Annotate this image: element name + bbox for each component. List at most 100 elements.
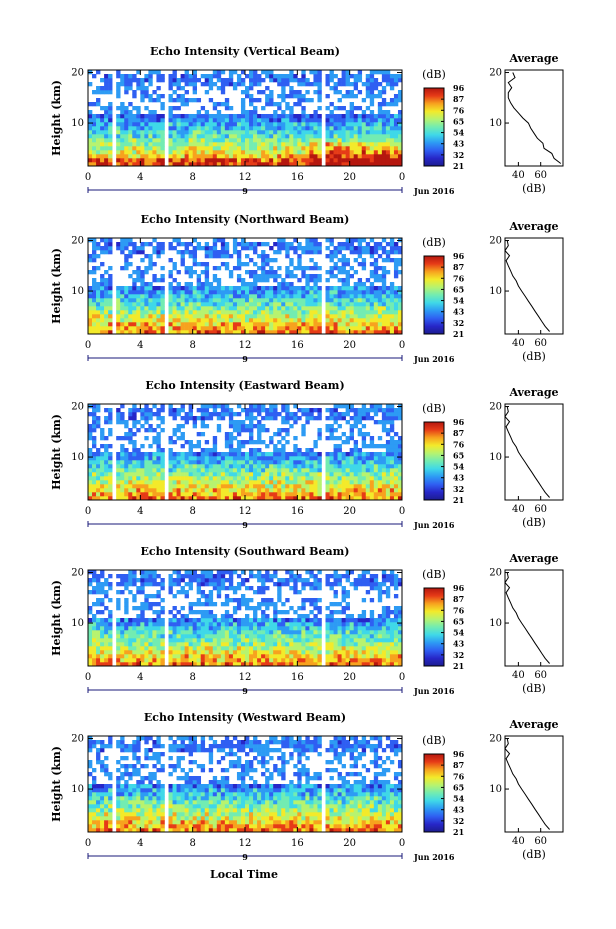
heatmap-cell bbox=[228, 146, 234, 151]
heatmap-cell bbox=[305, 416, 310, 421]
heatmap-cell bbox=[212, 476, 218, 481]
heatmap-cell bbox=[224, 630, 230, 635]
heatmap-cell bbox=[184, 310, 189, 315]
heatmap-cell bbox=[184, 574, 189, 579]
heatmap-cell bbox=[301, 468, 306, 473]
heatmap-cell bbox=[385, 158, 391, 163]
heatmap-cell bbox=[389, 330, 395, 335]
heatmap-cell bbox=[224, 610, 230, 615]
heatmap-cell bbox=[220, 114, 226, 119]
heatmap-cell bbox=[369, 468, 375, 473]
heatmap-cell bbox=[313, 114, 318, 119]
heatmap-cell bbox=[381, 162, 387, 167]
heatmap-cell bbox=[192, 258, 197, 263]
heatmap-cell bbox=[104, 468, 109, 473]
heatmap-cell bbox=[397, 456, 403, 461]
heatmap-cell bbox=[333, 460, 338, 465]
heatmap-cell bbox=[232, 238, 238, 243]
heatmap-cell bbox=[257, 134, 262, 139]
heatmap-cell bbox=[132, 318, 137, 323]
heatmap-cell bbox=[273, 114, 278, 119]
heatmap-cell bbox=[301, 452, 306, 457]
heatmap-cell bbox=[309, 286, 314, 291]
x-tick-label: 12 bbox=[239, 506, 252, 517]
heatmap-cell bbox=[140, 306, 145, 311]
heatmap-cell bbox=[168, 460, 173, 465]
heatmap-cell bbox=[265, 74, 270, 79]
heatmap-cell bbox=[385, 484, 391, 489]
heatmap-cell bbox=[253, 322, 258, 327]
heatmap-cell bbox=[96, 102, 101, 107]
heatmap-cell bbox=[136, 310, 141, 315]
heatmap-cell bbox=[176, 106, 181, 111]
heatmap-cell bbox=[397, 318, 403, 323]
heatmap-cell bbox=[277, 146, 282, 151]
heatmap-cell bbox=[168, 468, 173, 473]
heatmap-cell bbox=[88, 138, 93, 143]
heatmap-cell bbox=[156, 448, 161, 453]
heatmap-cell bbox=[341, 318, 346, 323]
heatmap-cell bbox=[188, 286, 193, 291]
heatmap-cell bbox=[108, 290, 113, 295]
heatmap-cell bbox=[240, 476, 246, 481]
heatmap-cell bbox=[240, 428, 246, 433]
heatmap-cell bbox=[156, 70, 161, 75]
heatmap-cell bbox=[369, 302, 375, 307]
heatmap-cell bbox=[144, 420, 149, 425]
heatmap-cell bbox=[180, 314, 185, 319]
heatmap-cell bbox=[96, 134, 101, 139]
heatmap-cell bbox=[365, 492, 371, 497]
heatmap-cell bbox=[257, 488, 262, 493]
heatmap-cell bbox=[104, 238, 109, 243]
heatmap-cell bbox=[156, 302, 161, 307]
heatmap-cell bbox=[180, 642, 185, 647]
heatmap-cell bbox=[341, 138, 346, 143]
heatmap-cell bbox=[172, 246, 177, 251]
heatmap-cell bbox=[172, 278, 177, 283]
heatmap-cell bbox=[257, 460, 262, 465]
heatmap-cell bbox=[373, 492, 379, 497]
heatmap-cell bbox=[176, 94, 181, 99]
heatmap-cell bbox=[168, 298, 173, 303]
heatmap-cell bbox=[108, 626, 113, 631]
heatmap-cell bbox=[345, 274, 350, 279]
heatmap-cell bbox=[152, 440, 157, 445]
heatmap-cell bbox=[132, 650, 137, 655]
average-y-tick-label: 20 bbox=[489, 236, 502, 247]
heatmap-cell bbox=[96, 416, 101, 421]
heatmap-cell bbox=[393, 162, 399, 167]
heatmap-cell bbox=[180, 492, 185, 497]
heatmap-cell bbox=[120, 82, 125, 87]
heatmap-cell bbox=[176, 286, 181, 291]
heatmap-cell bbox=[120, 582, 125, 587]
heatmap-cell bbox=[353, 246, 359, 251]
heatmap-cell bbox=[132, 146, 137, 151]
heatmap-cell bbox=[381, 322, 387, 327]
heatmap-cell bbox=[273, 294, 278, 299]
heatmap-cell bbox=[289, 480, 294, 485]
heatmap-cell bbox=[216, 330, 222, 335]
heatmap-cell bbox=[289, 90, 294, 95]
heatmap-cell bbox=[361, 310, 367, 315]
heatmap-cell bbox=[297, 278, 302, 283]
heatmap-cell bbox=[277, 162, 282, 167]
heatmap-cell bbox=[92, 158, 97, 163]
heatmap-cell bbox=[397, 452, 403, 457]
heatmap-cell bbox=[333, 134, 338, 139]
heatmap-cell bbox=[208, 646, 214, 651]
heatmap-cell bbox=[261, 408, 266, 413]
heatmap-cell bbox=[261, 142, 266, 147]
heatmap-cell bbox=[385, 134, 391, 139]
heatmap-cell bbox=[92, 330, 97, 335]
heatmap-cell bbox=[184, 326, 189, 331]
heatmap-cell bbox=[381, 420, 387, 425]
heatmap-cell bbox=[136, 590, 141, 595]
heatmap-cell bbox=[92, 416, 97, 421]
heatmap-cell bbox=[281, 150, 286, 155]
heatmap-cell bbox=[176, 582, 181, 587]
heatmap-cell bbox=[184, 298, 189, 303]
heatmap-cell bbox=[305, 408, 310, 413]
heatmap-cell bbox=[236, 142, 242, 147]
heatmap-cell bbox=[196, 294, 202, 299]
heatmap-cell bbox=[176, 118, 181, 123]
